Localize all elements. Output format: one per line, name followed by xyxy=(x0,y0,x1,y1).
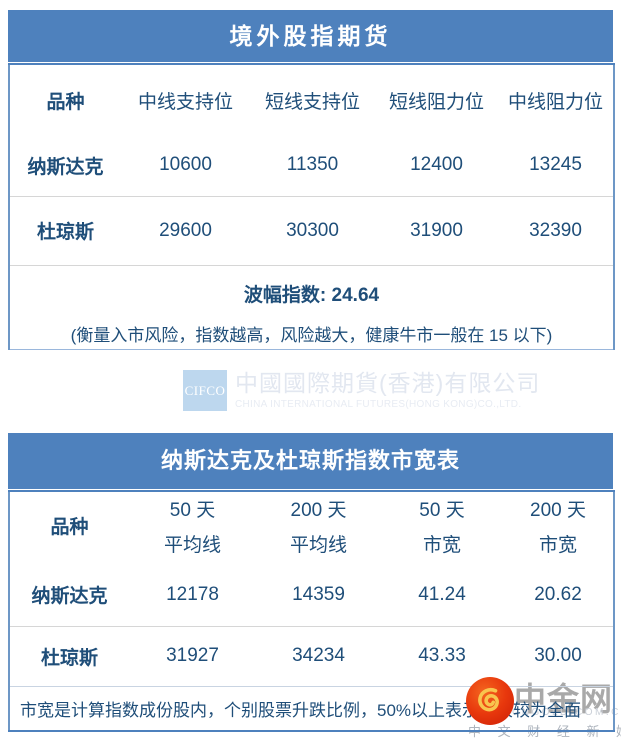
volatility-note: (衡量入市风险，指数越高，风险越大，健康牛市一般在 15 以下) xyxy=(70,325,553,345)
cell-value: 20.62 xyxy=(534,583,582,605)
cngold-flame-icon xyxy=(466,677,514,725)
table-row-nasdaq: 纳斯达克 12178 14359 41.24 20.62 xyxy=(9,564,614,626)
company-name-en: CHINA INTERNATIONAL FUTURES(HONG KONG)CO… xyxy=(235,399,522,411)
cifco-watermark: CIFCO 中國國際期貨(香港)有限公司 CHINA INTERNATIONAL… xyxy=(183,370,540,411)
column-header: 200 天 市宽 xyxy=(503,490,614,564)
cell-value: 34234 xyxy=(256,625,381,686)
cell-value: 31927 xyxy=(129,625,256,686)
futures-table-title: 境外股指期货 xyxy=(8,10,613,63)
breadth-footnote-row: 市宽是计算指数成份股内，个别股票升跌比例，50%以上表示升浪较为全面 xyxy=(9,685,614,731)
cell-value: 12400 xyxy=(410,154,463,176)
column-header: 中线阻力位 xyxy=(498,63,614,135)
column-header: 品种 xyxy=(9,490,129,564)
row-label: 杜琼斯 xyxy=(9,195,121,265)
column-header: 中线支持位 xyxy=(121,63,250,135)
column-header-line: 市宽 xyxy=(422,535,461,556)
cell-value: 31900 xyxy=(375,195,498,265)
column-header: 50 天 市宽 xyxy=(381,490,503,564)
futures-table-grid: 品种 中线支持位 短线支持位 短线阻力位 中线阻力位 纳斯达克 10600 11… xyxy=(8,63,615,350)
futures-table: 境外股指期货 品种 中线支持位 短线支持位 短线阻力位 中线阻力位 纳斯达克 1… xyxy=(8,10,615,350)
cell-value: 41.24 xyxy=(418,583,466,605)
cell-value: 43.33 xyxy=(381,625,503,686)
column-header-line: 50 天 xyxy=(169,499,216,521)
cell-value: 12178 xyxy=(166,583,219,605)
breadth-table-title: 纳斯达克及杜琼斯指数市宽表 xyxy=(8,433,613,490)
volatility-index: 波幅指数: 24.64 xyxy=(243,284,380,306)
breadth-header-row: 品种 50 天 平均线 200 天 平均线 50 天 市宽 200 天 市宽 xyxy=(9,490,614,564)
cell-value: 30.00 xyxy=(503,625,614,686)
column-header-line: 200 天 xyxy=(290,499,347,521)
cell-value: 14359 xyxy=(292,583,345,605)
cell-value: 29600 xyxy=(121,195,250,265)
cell-value: 11350 xyxy=(286,154,339,176)
breadth-table-grid: 品种 50 天 平均线 200 天 平均线 50 天 市宽 200 天 市宽 xyxy=(8,490,615,732)
column-header-line: 200 天 xyxy=(530,499,586,521)
futures-header-row: 品种 中线支持位 短线支持位 短线阻力位 中线阻力位 xyxy=(9,63,614,135)
cell-value: 30300 xyxy=(250,195,375,265)
row-label: 纳斯达克 xyxy=(31,586,108,608)
column-header: 200 天 平均线 xyxy=(256,490,381,564)
breadth-table: 纳斯达克及杜琼斯指数市宽表 品种 50 天 平均线 200 天 平均线 xyxy=(8,433,615,732)
column-header-line: 品种 xyxy=(50,517,89,539)
column-header-line: 50 天 xyxy=(419,499,465,521)
row-label: 纳斯达克 xyxy=(27,156,104,178)
breadth-footnote: 市宽是计算指数成份股内，个别股票升跌比例，50%以上表示升浪较为全面 xyxy=(9,685,614,731)
column-header: 50 天 平均线 xyxy=(129,490,256,564)
row-label: 杜琼斯 xyxy=(9,625,129,686)
volatility-cell: 波幅指数: 24.64 (衡量入市风险，指数越高，风险越大，健康牛市一般在 15… xyxy=(9,264,614,349)
column-header-line: 平均线 xyxy=(163,535,221,556)
cell-value: 10600 xyxy=(159,154,212,176)
cell-value: 13245 xyxy=(529,154,582,176)
table-row-dow: 杜琼斯 29600 30300 31900 32390 xyxy=(9,195,614,265)
company-name-cn: 中國國際期貨(香港)有限公司 xyxy=(235,370,541,396)
column-header-line: 平均线 xyxy=(289,535,347,556)
volatility-row: 波幅指数: 24.64 (衡量入市风险，指数越高，风险越大，健康牛市一般在 15… xyxy=(9,264,614,349)
column-header: 品种 xyxy=(9,63,121,135)
column-header: 短线支持位 xyxy=(250,63,375,135)
column-header: 短线阻力位 xyxy=(375,63,498,135)
cifco-company: 中國國際期貨(香港)有限公司 CHINA INTERNATIONAL FUTUR… xyxy=(235,370,540,410)
table-row-dow: 杜琼斯 31927 34234 43.33 30.00 xyxy=(9,625,614,686)
table-row-nasdaq: 纳斯达克 10600 11350 12400 13245 xyxy=(9,135,614,196)
cifco-logo-box: CIFCO xyxy=(183,370,227,411)
cell-value: 32390 xyxy=(498,195,614,265)
column-header-line: 市宽 xyxy=(538,535,577,556)
